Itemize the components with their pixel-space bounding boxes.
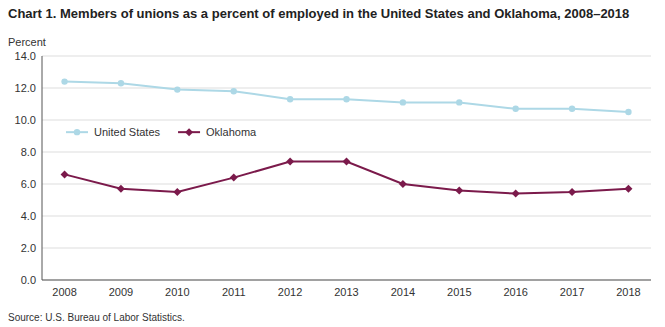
legend-marker [185, 128, 193, 136]
x-tick-label: 2015 [447, 286, 471, 298]
data-point [624, 185, 632, 193]
data-point [343, 96, 349, 102]
data-point [400, 99, 406, 105]
legend-label: Oklahoma [206, 126, 257, 138]
data-point [117, 185, 125, 193]
y-tick-label: 8.0 [21, 146, 36, 158]
data-point [231, 88, 237, 94]
x-tick-label: 2008 [52, 286, 76, 298]
source-note: Source: U.S. Bureau of Labor Statistics. [8, 312, 185, 323]
grid-line [42, 152, 651, 153]
chart: Chart 1. Members of unions as a percent … [0, 0, 665, 327]
x-tick-label: 2014 [391, 286, 415, 298]
y-tick-label: 14.0 [15, 50, 36, 62]
data-point [174, 86, 180, 92]
y-tick-label: 10.0 [15, 114, 36, 126]
grid-line [42, 120, 651, 121]
x-tick-label: 2018 [616, 286, 640, 298]
y-tick-label: 6.0 [21, 178, 36, 190]
plot-area [61, 78, 633, 197]
x-tick-label: 2010 [165, 286, 189, 298]
data-point [512, 106, 518, 112]
data-point [61, 78, 67, 84]
data-point [287, 96, 293, 102]
data-point [61, 170, 69, 178]
grid-line [42, 184, 651, 185]
x-tick-label: 2013 [334, 286, 358, 298]
data-point [286, 158, 294, 166]
legend-marker [74, 129, 80, 135]
grid-line [42, 280, 651, 281]
data-point [569, 106, 575, 112]
grid-line [42, 56, 651, 57]
title: Chart 1. Members of unions as a percent … [8, 6, 629, 21]
y-tick-label: 0.0 [21, 274, 36, 286]
grid-line [42, 88, 651, 89]
legend-label: United States [94, 126, 161, 138]
y-tick-label: 4.0 [21, 210, 36, 222]
data-point [455, 186, 463, 194]
y-axis-line [42, 56, 43, 280]
series-line [65, 162, 629, 194]
data-point [512, 190, 520, 198]
x-axis-line [42, 280, 651, 281]
grid-line [42, 248, 651, 249]
data-point [343, 158, 351, 166]
data-point [173, 188, 181, 196]
data-point [230, 174, 238, 182]
x-tick-label: 2011 [222, 286, 246, 298]
grid-line [42, 216, 651, 217]
series-line [65, 82, 629, 112]
x-tick-label: 2012 [278, 286, 302, 298]
y-tick-label: 12.0 [15, 82, 36, 94]
data-point [568, 188, 576, 196]
x-tick-label: 2017 [560, 286, 584, 298]
x-tick-label: 2009 [109, 286, 133, 298]
legend: United States Oklahoma [66, 126, 257, 138]
data-point [625, 109, 631, 115]
y-tick-label: 2.0 [21, 242, 36, 254]
grid [42, 56, 651, 280]
data-point [118, 80, 124, 86]
data-point [456, 99, 462, 105]
data-point [399, 180, 407, 188]
x-tick-label: 2016 [503, 286, 527, 298]
y-axis-label: Percent [8, 36, 46, 48]
